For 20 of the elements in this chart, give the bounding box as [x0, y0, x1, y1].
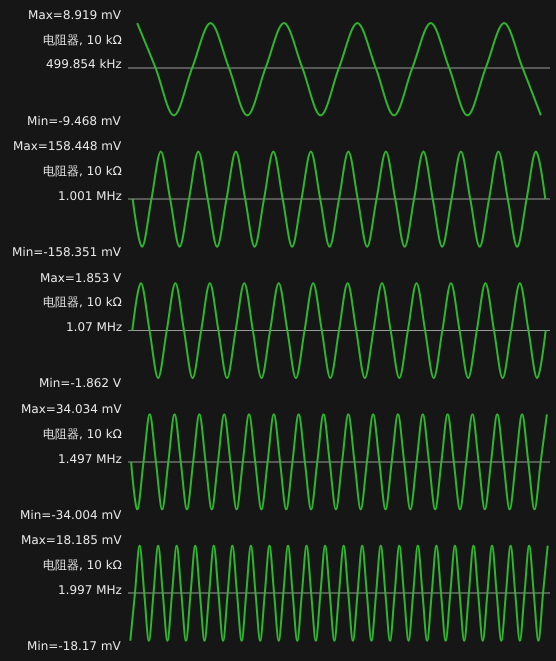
- text: 1.001 MHz: [58, 189, 122, 203]
- text: 499.854 kHz: [46, 57, 122, 71]
- text: 1.997 MHz: [58, 583, 122, 597]
- text: Min=-18.17 mV: [27, 639, 122, 653]
- text: Max=34.034 mV: [21, 402, 122, 416]
- text: 1.497 MHz: [58, 452, 122, 466]
- text: 电阻器, 10 kΩ: [43, 164, 122, 178]
- text: Max=158.448 mV: [13, 139, 122, 153]
- text: Min=-158.351 mV: [12, 245, 122, 259]
- text: 电阻器, 10 kΩ: [43, 295, 122, 309]
- text: Max=18.185 mV: [21, 533, 122, 547]
- text: 1.07 MHz: [66, 320, 122, 334]
- text: Max=1.853 V: [40, 271, 122, 285]
- text: Min=-1.862 V: [39, 376, 122, 390]
- text: Min=-34.004 mV: [20, 508, 122, 522]
- text: 电阻器, 10 kΩ: [43, 558, 122, 572]
- text: Min=-9.468 mV: [27, 114, 122, 128]
- text: 电阻器, 10 kΩ: [43, 427, 122, 441]
- text: 电阻器, 10 kΩ: [43, 33, 122, 47]
- text: Max=8.919 mV: [28, 8, 122, 22]
